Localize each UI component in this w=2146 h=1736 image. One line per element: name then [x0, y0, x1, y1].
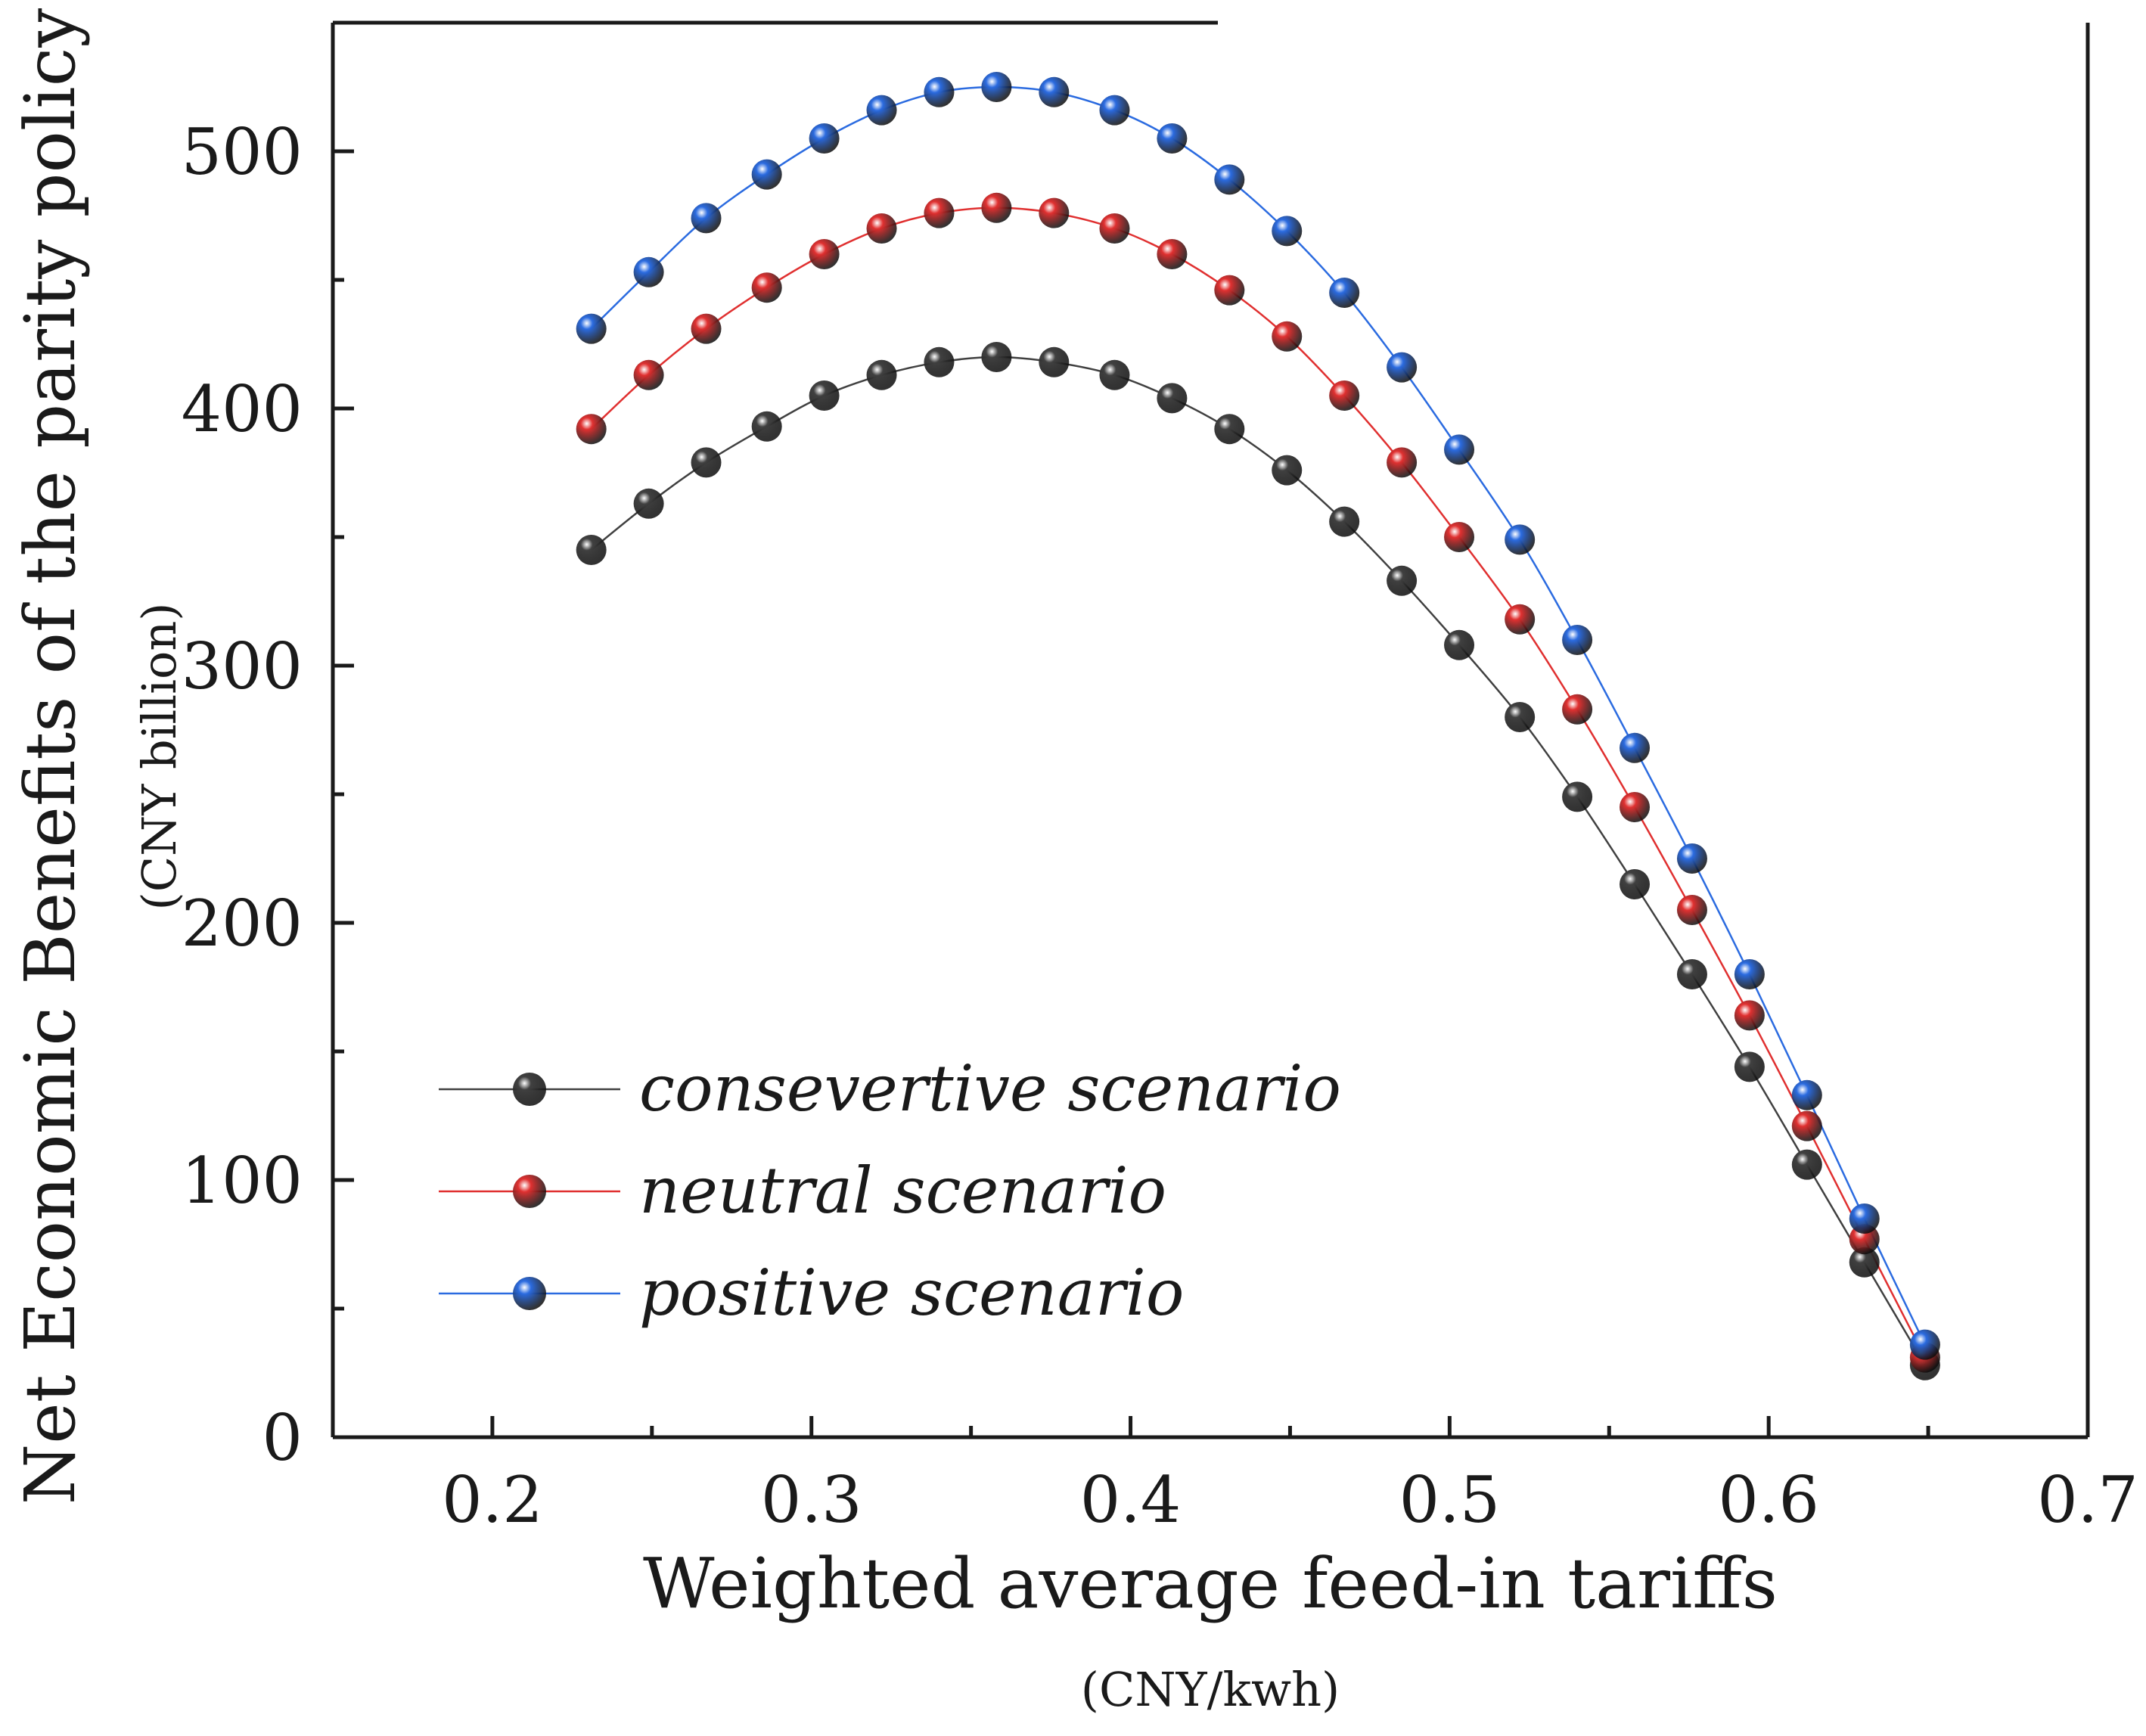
data-point: [1734, 1051, 1765, 1082]
data-point: [1387, 565, 1418, 596]
series-layer: [576, 72, 1940, 1380]
data-point: [1562, 625, 1593, 655]
data-point: [751, 411, 782, 442]
data-point: [633, 488, 664, 519]
data-point: [1387, 447, 1418, 478]
data-point: [1157, 383, 1188, 414]
data-point: [1214, 164, 1245, 195]
data-point: [1620, 732, 1651, 763]
data-point: [1620, 792, 1651, 822]
data-point: [1099, 359, 1130, 390]
data-point: [1849, 1203, 1880, 1234]
y-tick-label: 300: [182, 629, 303, 703]
data-point: [576, 414, 607, 445]
data-point: [1676, 895, 1707, 925]
data-point: [1387, 352, 1418, 383]
data-point: [981, 192, 1012, 223]
data-point: [1909, 1329, 1940, 1360]
data-point: [809, 123, 840, 154]
data-point: [1329, 278, 1360, 308]
y-tick-label: 500: [182, 115, 303, 189]
data-point: [691, 447, 722, 478]
legend-label: consevertive scenario: [639, 1051, 1341, 1126]
x-axis-unit: (CNY/kwh): [1081, 1662, 1340, 1717]
data-point: [1734, 959, 1765, 989]
data-point: [1214, 414, 1245, 445]
legend: consevertive scenario neutral scenario pos…: [439, 1051, 1341, 1330]
data-point: [1157, 123, 1188, 154]
data-point: [1562, 781, 1593, 812]
data-point: [1157, 239, 1188, 269]
data-point: [866, 213, 897, 244]
plot-frame: [331, 20, 2090, 1439]
y-axis-ticks: 0 100 200 300 400 500: [182, 115, 354, 1475]
data-point: [1505, 702, 1536, 732]
data-point: [633, 359, 664, 390]
data-point: [1099, 213, 1130, 244]
data-point: [691, 313, 722, 344]
x-tick-label: 0.6: [1718, 1463, 1819, 1537]
y-tick-label: 400: [182, 372, 303, 446]
y-tick-label: 200: [182, 887, 303, 961]
data-point: [1849, 1247, 1880, 1278]
data-point: [1505, 524, 1536, 555]
x-tick-label: 0.2: [442, 1463, 543, 1537]
legend-marker: [513, 1175, 546, 1208]
data-point: [1505, 604, 1536, 635]
y-axis-title: Net Economic Benefits of the parity poli…: [10, 8, 91, 1505]
data-point: [633, 256, 664, 287]
legend-label: positive scenario: [639, 1256, 1184, 1330]
data-point: [576, 535, 607, 565]
data-point: [1562, 694, 1593, 725]
data-point: [1099, 95, 1130, 126]
data-point: [1272, 455, 1303, 486]
data-point: [576, 313, 607, 344]
x-tick-label: 0.3: [761, 1463, 862, 1537]
y-axis-unit: (CNY billion): [132, 603, 187, 911]
data-point: [866, 95, 897, 126]
data-point: [1444, 434, 1475, 465]
data-point: [924, 346, 955, 377]
data-point: [1039, 197, 1070, 228]
legend-label: neutral scenario: [639, 1154, 1166, 1228]
x-axis-ticks: 0.2 0.3 0.4 0.5 0.6 0.7: [331, 1416, 2138, 1537]
data-point: [691, 203, 722, 234]
legend-marker: [513, 1277, 546, 1310]
data-point: [1620, 869, 1651, 899]
data-point: [1444, 629, 1475, 660]
data-point: [1039, 346, 1070, 377]
x-tick-label: 0.4: [1080, 1463, 1182, 1537]
data-point: [1329, 380, 1360, 411]
y-tick-label: 0: [262, 1401, 303, 1475]
data-point: [809, 380, 840, 411]
data-point: [1676, 959, 1707, 989]
data-point: [1039, 76, 1070, 107]
data-point: [1272, 321, 1303, 352]
data-point: [1791, 1079, 1822, 1110]
x-tick-label: 0.7: [2037, 1463, 2138, 1537]
data-point: [751, 272, 782, 303]
data-point: [866, 359, 897, 390]
y-tick-label: 100: [182, 1144, 303, 1218]
data-point: [1444, 522, 1475, 552]
data-point: [924, 76, 955, 107]
data-point: [1791, 1149, 1822, 1180]
x-tick-label: 0.5: [1399, 1463, 1501, 1537]
data-point: [1791, 1110, 1822, 1141]
data-point: [1734, 1000, 1765, 1031]
data-point: [1329, 506, 1360, 537]
data-point: [1214, 275, 1245, 306]
data-point: [751, 159, 782, 190]
data-point: [1676, 843, 1707, 874]
x-axis-title: Weighted average feed-in tariffs: [643, 1543, 1778, 1624]
data-point: [981, 342, 1012, 372]
data-point: [924, 197, 955, 228]
data-point: [1272, 216, 1303, 247]
data-point: [981, 72, 1012, 102]
data-point: [809, 239, 840, 269]
legend-marker: [513, 1073, 546, 1106]
